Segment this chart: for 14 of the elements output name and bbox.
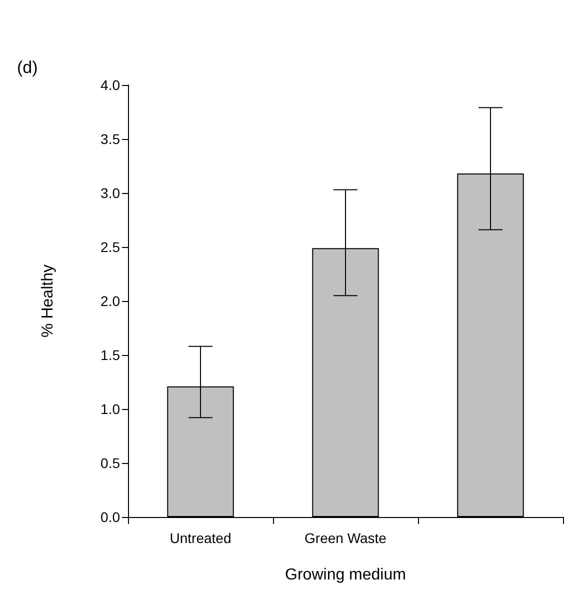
y-tick-label: 0.0 — [100, 509, 120, 525]
y-tick-label: 3.5 — [100, 131, 120, 147]
y-tick-label: 3.0 — [100, 185, 120, 201]
y-tick-label: 4.0 — [100, 77, 120, 93]
y-tick-label: 1.5 — [100, 347, 120, 363]
x-tick-label: Green Waste — [304, 530, 387, 546]
y-axis-title: % Healthy — [40, 264, 56, 338]
x-axis-title: Growing medium — [285, 566, 406, 584]
y-tick-label: 1.0 — [100, 401, 120, 417]
y-tick-label: 2.5 — [100, 239, 120, 255]
chart-title: (d) — [17, 58, 38, 77]
y-tick-label: 0.5 — [100, 455, 120, 471]
y-tick-label: 2.0 — [100, 293, 120, 309]
x-tick-label: Untreated — [170, 530, 232, 546]
